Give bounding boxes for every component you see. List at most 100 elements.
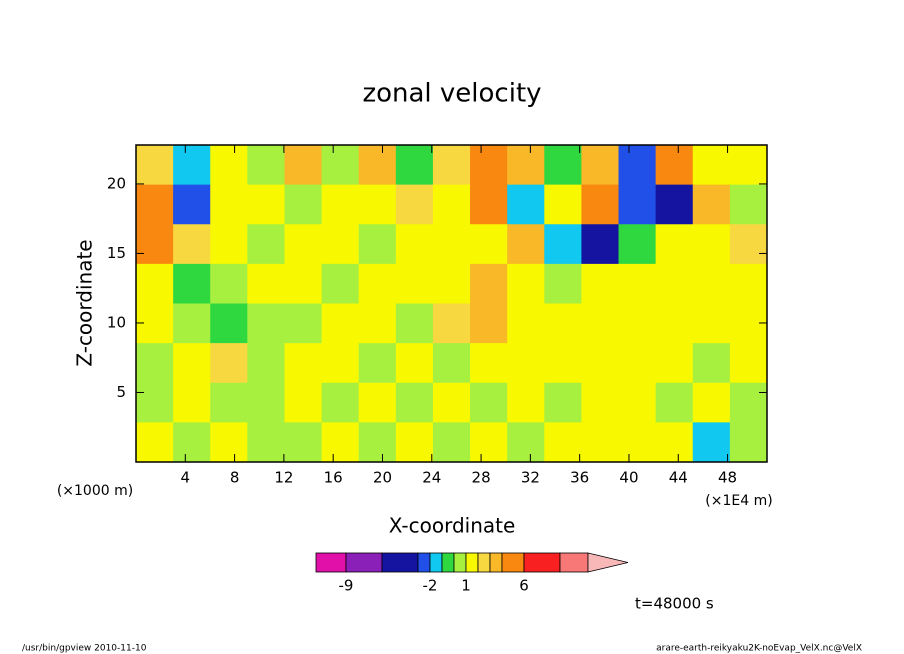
contour-cell xyxy=(618,422,657,463)
contour-cell xyxy=(470,145,508,186)
colorbar-box xyxy=(489,552,503,573)
contour-cell xyxy=(358,263,397,304)
colorbar-tick-label: 1 xyxy=(461,577,471,595)
contour-cell xyxy=(358,382,397,423)
footer-left: /usr/bin/gpview 2010-11-10 xyxy=(22,644,147,654)
y-axis-label: Z-coordinate xyxy=(73,239,97,366)
x-tick-label: 8 xyxy=(230,469,240,487)
x-unit-right: (×1E4 m) xyxy=(705,493,772,509)
contour-cell xyxy=(581,263,620,304)
contour-cell xyxy=(507,263,545,304)
contour-cell xyxy=(581,303,620,344)
contour-cell xyxy=(136,422,174,463)
contour-cell xyxy=(358,184,397,225)
contour-cell xyxy=(581,184,620,225)
contour-cell xyxy=(432,224,471,265)
contour-cell xyxy=(173,224,211,265)
contour-cell xyxy=(692,303,731,344)
contour-cell xyxy=(247,343,285,384)
contour-cell xyxy=(432,303,471,344)
contour-cell xyxy=(544,184,582,225)
contour-cell xyxy=(247,184,285,225)
contour-cell xyxy=(729,145,768,186)
contour-cell xyxy=(729,184,768,225)
contour-cell xyxy=(321,184,360,225)
colorbar-tick-label: -9 xyxy=(339,577,354,595)
colorbar-box xyxy=(477,552,491,573)
x-tick-label: 48 xyxy=(718,469,737,487)
contour-cell xyxy=(247,224,285,265)
contour-cell xyxy=(618,184,657,225)
contour-cell xyxy=(544,303,582,344)
contour-cell xyxy=(618,224,657,265)
contour-cell xyxy=(655,184,694,225)
contour-cell xyxy=(173,343,211,384)
contour-cell xyxy=(544,343,582,384)
colorbar-box xyxy=(441,552,455,573)
contour-cell xyxy=(210,263,248,304)
contour-cell xyxy=(655,382,694,423)
contour-cell xyxy=(618,382,657,423)
colorbar-box xyxy=(523,552,561,573)
contour-cell xyxy=(395,263,434,304)
contour-cell xyxy=(470,263,508,304)
contour-cell xyxy=(395,184,434,225)
contour-cell xyxy=(432,382,471,423)
contour-cell xyxy=(692,145,731,186)
contour-cell xyxy=(136,303,174,344)
colorbar-box xyxy=(559,552,589,573)
contour-cell xyxy=(507,303,545,344)
contour-cell xyxy=(432,343,471,384)
contour-cell xyxy=(544,422,582,463)
contour-cell xyxy=(247,422,285,463)
contour-cell xyxy=(136,382,174,423)
x-tick-label: 40 xyxy=(619,469,638,487)
contour-cell xyxy=(210,145,248,186)
contour-cell xyxy=(655,224,694,265)
contour-cell xyxy=(284,263,323,304)
contour-cell xyxy=(655,145,694,186)
contour-cell xyxy=(247,303,285,344)
x-tick-label: 4 xyxy=(181,469,191,487)
contour-cell xyxy=(470,224,508,265)
contour-cell xyxy=(544,263,582,304)
contour-cell xyxy=(358,224,397,265)
contour-cell xyxy=(544,145,582,186)
contour-cell xyxy=(395,422,434,463)
contour-cell xyxy=(247,382,285,423)
contour-cell xyxy=(581,145,620,186)
chart-title: zonal velocity xyxy=(362,79,541,109)
contour-cell xyxy=(729,382,768,423)
contour-cell xyxy=(432,145,471,186)
contour-cell xyxy=(173,263,211,304)
contour-cell xyxy=(395,145,434,186)
contour-cell xyxy=(470,382,508,423)
contour-cell xyxy=(507,224,545,265)
contour-cell xyxy=(284,145,323,186)
x-tick-label: 24 xyxy=(422,469,441,487)
contour-cell xyxy=(692,263,731,304)
contour-cell xyxy=(655,422,694,463)
y-tick-label: 15 xyxy=(107,244,126,262)
contour-cell xyxy=(321,343,360,384)
contour-cell xyxy=(210,343,248,384)
contour-cell xyxy=(692,422,731,463)
contour-cell xyxy=(395,343,434,384)
contour-cell xyxy=(284,382,323,423)
contour-cell xyxy=(581,422,620,463)
y-tick-label: 5 xyxy=(116,383,126,401)
contour-cell xyxy=(470,343,508,384)
contour-cell xyxy=(284,422,323,463)
contour-cell xyxy=(432,422,471,463)
colorbar-box xyxy=(381,552,419,573)
contour-cell xyxy=(173,184,211,225)
contour-cell xyxy=(321,303,360,344)
contour-cell xyxy=(544,224,582,265)
contour-cell xyxy=(470,303,508,344)
x-tick-label: 28 xyxy=(472,469,491,487)
contour-cell xyxy=(618,343,657,384)
y-tick-label: 20 xyxy=(107,174,126,192)
contour-cell xyxy=(321,145,360,186)
contour-cell xyxy=(173,145,211,186)
plot-frame xyxy=(135,144,768,463)
